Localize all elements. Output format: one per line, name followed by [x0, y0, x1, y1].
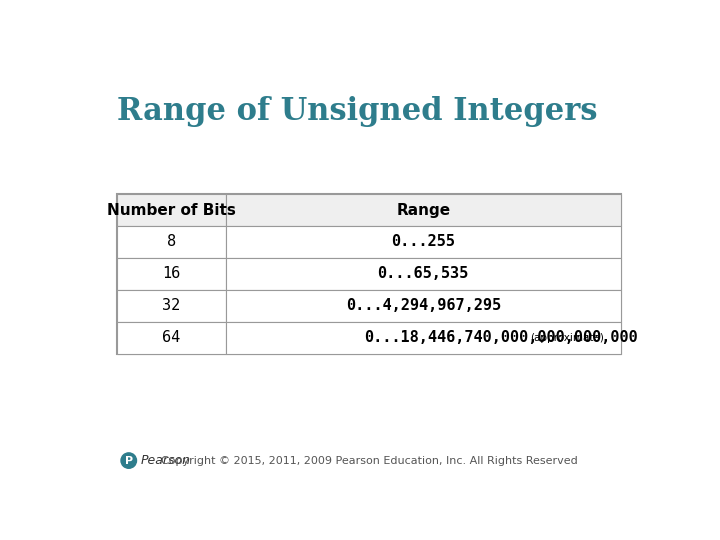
Text: P: P	[125, 456, 132, 465]
Text: 8: 8	[167, 234, 176, 249]
Bar	[225, 322, 621, 354]
Text: Pearson: Pearson	[140, 454, 190, 467]
Text: Range of Unsigned Integers: Range of Unsigned Integers	[117, 96, 598, 126]
Bar	[225, 194, 621, 226]
Bar	[117, 258, 225, 290]
Text: 64: 64	[162, 330, 181, 345]
Text: 16: 16	[162, 266, 181, 281]
Text: Range: Range	[396, 202, 450, 218]
Text: 32: 32	[162, 298, 181, 313]
Circle shape	[121, 453, 137, 468]
Text: Number of Bits: Number of Bits	[107, 202, 236, 218]
Bar	[117, 226, 225, 258]
Bar	[225, 290, 621, 322]
Text: Copyright © 2015, 2011, 2009 Pearson Education, Inc. All Rights Reserved: Copyright © 2015, 2011, 2009 Pearson Edu…	[161, 456, 577, 465]
Text: (approximate): (approximate)	[531, 333, 605, 342]
Bar	[225, 258, 621, 290]
Text: 0...18,446,740,000,000,000,000: 0...18,446,740,000,000,000,000	[364, 330, 638, 345]
Bar	[117, 290, 225, 322]
Text: 0...65,535: 0...65,535	[377, 266, 469, 281]
Bar	[117, 194, 225, 226]
Bar	[117, 194, 621, 354]
Bar	[225, 226, 621, 258]
Text: 0...4,294,967,295: 0...4,294,967,295	[346, 298, 501, 313]
Bar	[117, 322, 225, 354]
Text: 0...255: 0...255	[391, 234, 455, 249]
